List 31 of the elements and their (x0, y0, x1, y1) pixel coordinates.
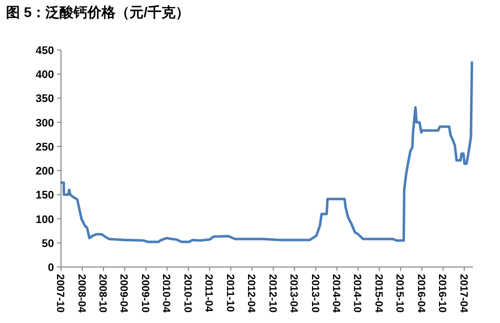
x-tick-label: 2008-10 (96, 274, 109, 313)
x-tick-label: 2010-04 (160, 274, 172, 313)
x-tick-label: 2015-04 (372, 274, 384, 313)
y-tick-label: 100 (36, 214, 54, 226)
x-tick-label: 2016-04 (414, 274, 427, 313)
x-tick-label: 2011-04 (202, 274, 215, 312)
x-tick-label: 2010-10 (181, 274, 194, 313)
x-tick-label: 2012-04 (245, 274, 258, 313)
x-tick-label: 2007-10 (54, 274, 66, 313)
y-tick-label: 200 (36, 166, 54, 178)
x-tick-label: 2009-10 (138, 274, 151, 313)
x-tick-label: 2013-10 (308, 274, 321, 313)
y-tick-label: 450 (36, 45, 54, 57)
x-tick-label: 2009-04 (118, 274, 130, 313)
x-tick-label: 2011-10 (224, 274, 236, 312)
y-tick-label: 350 (36, 93, 54, 106)
title: 图 5：泛酸钙价格（元/千克） (6, 4, 190, 20)
x-tick-label: 2012-10 (266, 274, 278, 313)
x-tick-label: 2008-04 (75, 274, 88, 313)
y-tick-label: 50 (42, 238, 54, 250)
y-tick-label: 300 (36, 117, 54, 130)
x-tick-label: 2015-10 (394, 274, 406, 313)
y-tick-label: 150 (36, 190, 54, 202)
x-tick-label: 2016-10 (436, 274, 448, 313)
y-tick-label: 250 (36, 141, 54, 154)
x-tick-label: 2017-04 (457, 274, 470, 313)
y-tick-label: 400 (36, 69, 54, 82)
y-tick-label: 0 (48, 262, 54, 274)
x-tick-label: 2013-04 (287, 274, 300, 313)
x-tick-label: 2014-10 (351, 274, 364, 313)
x-tick-label: 2014-04 (330, 274, 342, 313)
